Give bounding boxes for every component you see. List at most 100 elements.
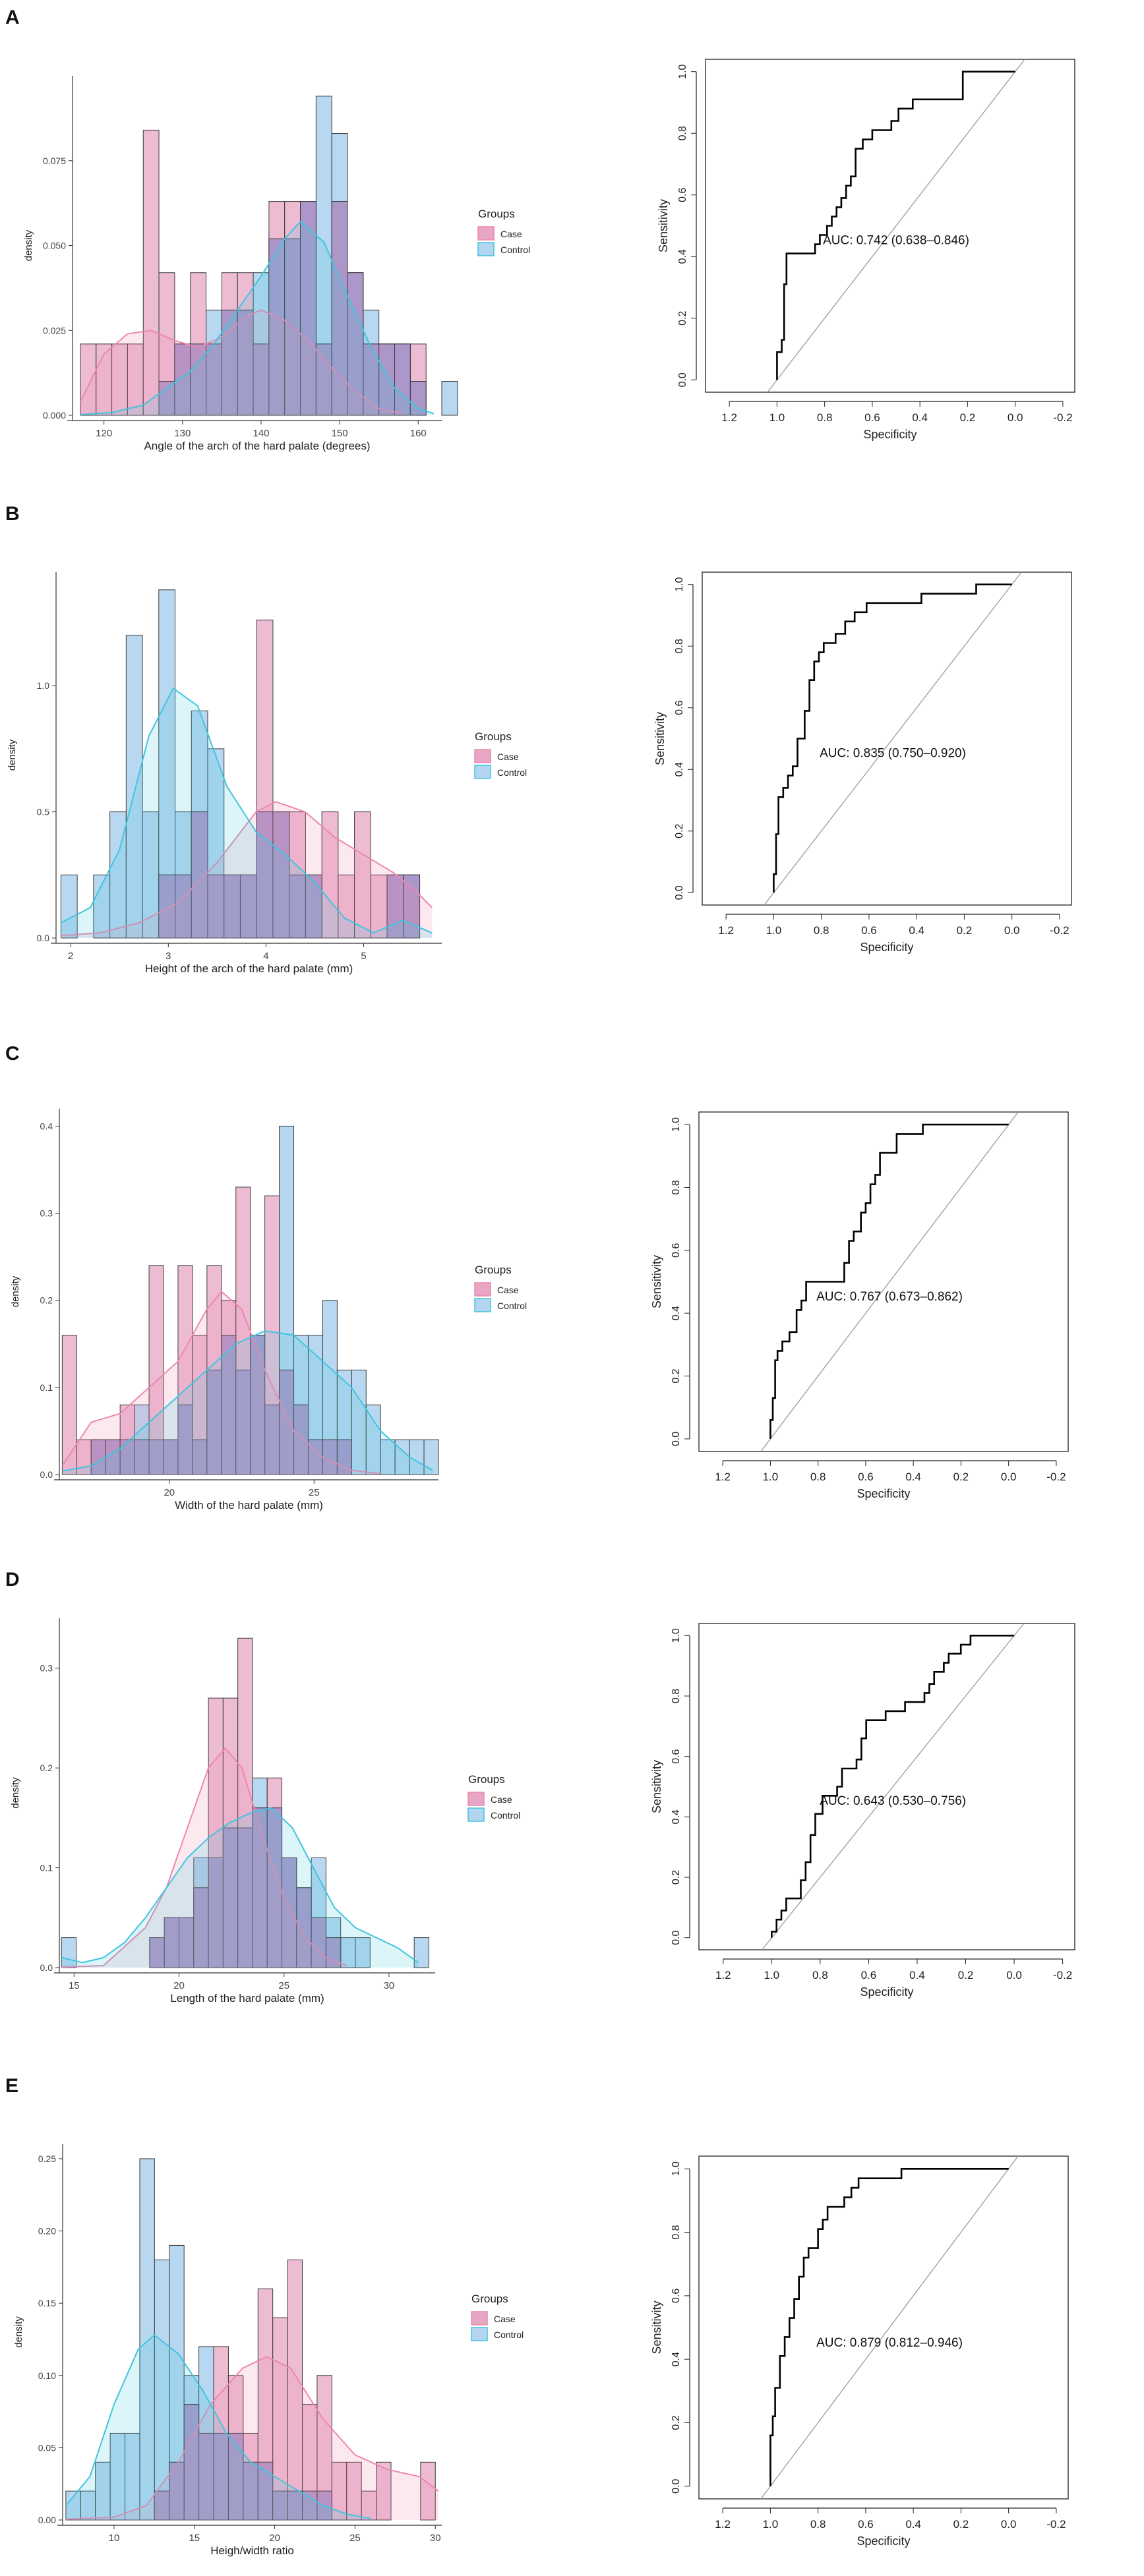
y-tick-label: 1.0 bbox=[674, 577, 685, 591]
x-tick-label: 0.8 bbox=[810, 1471, 826, 1483]
legend-swatch-case bbox=[474, 749, 491, 763]
roc-curve-b: 1.2 1.0 0.8 0.6 0.4 0.2 0.0 -0.2 0.0 0.2 0.4 0.6 0.8… bbox=[653, 571, 1072, 954]
y-axis-title: Sensitivity bbox=[650, 1255, 663, 1308]
control-bar bbox=[60, 874, 78, 939]
control-density-line bbox=[62, 1330, 433, 1472]
x-tick-label: 0.0 bbox=[1001, 2518, 1017, 2531]
y-tick-label: 0.4 bbox=[40, 1121, 53, 1131]
x-tick-label: -0.2 bbox=[1053, 1969, 1072, 1981]
plot-frame bbox=[698, 1623, 1075, 1950]
legend-title: Groups bbox=[471, 2293, 508, 2305]
x-tick-label: 0.6 bbox=[858, 1471, 874, 1483]
control-density-area bbox=[62, 1331, 433, 1475]
x-tick-label: 2 bbox=[68, 951, 73, 962]
x-tick-label: 0.4 bbox=[905, 1471, 921, 1483]
x-tick-label: 30 bbox=[430, 2532, 441, 2544]
panel-a: A 0.000 0.025 0.050 0.075 120 130 140 150 160 Ang… bbox=[0, 7, 1144, 481]
x-axis-title: Angle of the arch of the hard palate (de… bbox=[144, 440, 370, 452]
x-tick-label: 1.2 bbox=[715, 1969, 731, 1981]
legend-swatch-control bbox=[477, 242, 495, 256]
reference-diagonal bbox=[762, 1623, 1025, 1950]
x-tick-label: 1.2 bbox=[718, 924, 734, 937]
legend-label-control: Control bbox=[494, 2329, 524, 2340]
x-tick-label: 15 bbox=[69, 1980, 80, 1991]
case-density-line bbox=[61, 801, 433, 937]
reference-diagonal bbox=[764, 571, 1022, 906]
y-tick-label: 0.3 bbox=[40, 1208, 53, 1219]
x-tick-label: 1.0 bbox=[763, 2518, 779, 2531]
overlap-bar bbox=[175, 874, 192, 939]
x-tick-label: 120 bbox=[96, 428, 112, 439]
legend-swatch-control bbox=[471, 2327, 488, 2341]
y-tick-label: 0.25 bbox=[38, 2153, 56, 2164]
roc-curve-line bbox=[769, 1123, 1009, 1439]
legend-label-case: Case bbox=[491, 1794, 512, 1805]
x-tick-label: 4 bbox=[263, 951, 268, 962]
x-tick-label: 0.4 bbox=[905, 2518, 921, 2531]
y-tick-label: 0.0 bbox=[671, 2479, 682, 2494]
y-tick-label: 0.4 bbox=[671, 1809, 682, 1824]
legend-label-case: Case bbox=[497, 1285, 519, 1295]
case-bar bbox=[376, 2461, 392, 2521]
x-tick-label: 0.6 bbox=[858, 2518, 874, 2531]
x-tick-label: 0.2 bbox=[957, 924, 973, 937]
x-tick-label: 1.2 bbox=[715, 2518, 731, 2531]
control-density-area bbox=[65, 2335, 371, 2520]
x-tick-label: 5 bbox=[361, 951, 366, 962]
y-tick-label: 0.4 bbox=[677, 249, 688, 264]
panel-letter: B bbox=[5, 503, 20, 525]
case-density-area bbox=[61, 802, 433, 938]
y-tick-label: 0.000 bbox=[43, 410, 66, 421]
y-tick-label: 0.00 bbox=[38, 2515, 56, 2525]
density-histogram-a: 0.000 0.025 0.050 0.075 120 130 140 150 160 Angle… bbox=[23, 76, 530, 452]
panel-c: C 0.0 0.1 0.2 0.3 0.4 20 25 Width of the hard p… bbox=[0, 1043, 1144, 1544]
y-tick-label: 0.6 bbox=[671, 1749, 682, 1763]
y-tick-label: 0.2 bbox=[671, 2415, 682, 2430]
auc-label: AUC: 0.835 (0.750–0.920) bbox=[820, 747, 966, 761]
plot-frame bbox=[698, 1111, 1069, 1452]
panel-letter: A bbox=[5, 7, 20, 28]
roc-curve-line bbox=[771, 1635, 1015, 1938]
y-tick-label: 0.0 bbox=[671, 1930, 682, 1945]
x-axis-title: Length of the hard palate (mm) bbox=[170, 1992, 324, 2005]
x-tick-label: 0.4 bbox=[912, 411, 928, 424]
x-tick-label: 0.2 bbox=[953, 1471, 969, 1483]
y-tick-label: 0.0 bbox=[37, 933, 50, 943]
y-tick-label: 0.4 bbox=[674, 762, 685, 776]
legend-swatch-control bbox=[474, 765, 491, 779]
control-bar bbox=[423, 1439, 439, 1475]
y-tick-label: 0.025 bbox=[43, 325, 66, 336]
legend-label-case: Case bbox=[494, 2314, 516, 2324]
plot-frame bbox=[698, 2155, 1069, 2500]
y-tick-label: 0.050 bbox=[43, 241, 66, 251]
x-axis-title: Specificity bbox=[860, 941, 913, 954]
x-tick-label: 0.8 bbox=[812, 1969, 828, 1981]
y-tick-label: 0.075 bbox=[43, 156, 66, 166]
legend-swatch-control bbox=[474, 1298, 491, 1312]
x-tick-label: 15 bbox=[189, 2532, 200, 2544]
y-axis-title: Sensitivity bbox=[657, 199, 670, 252]
x-tick-label: 0.4 bbox=[909, 924, 924, 937]
y-tick-label: 0.4 bbox=[671, 2352, 682, 2366]
y-tick-label: 0.4 bbox=[671, 1306, 682, 1320]
roc-curve-line bbox=[769, 2168, 1009, 2486]
y-tick-label: 0.2 bbox=[671, 1870, 682, 1885]
control-bar bbox=[355, 1937, 371, 1968]
legend-label-control: Control bbox=[497, 767, 527, 778]
y-axis-title: density bbox=[7, 739, 18, 771]
roc-curve-c: 1.2 1.0 0.8 0.6 0.4 0.2 0.0 -0.2 0.0 0.2 0.4 0.6 0.8… bbox=[650, 1111, 1069, 1500]
legend-label-control: Control bbox=[497, 1301, 527, 1311]
legend-label-case: Case bbox=[500, 229, 522, 239]
case-bar bbox=[338, 874, 355, 939]
y-tick-label: 0.2 bbox=[40, 1295, 53, 1306]
control-bar bbox=[441, 381, 458, 416]
x-tick-label: 25 bbox=[278, 1980, 289, 1991]
control-density-area bbox=[61, 1807, 419, 1968]
overlap-bar bbox=[289, 874, 306, 939]
y-axis-title: density bbox=[10, 1275, 21, 1307]
case-bar bbox=[420, 2461, 436, 2521]
y-tick-label: 1.0 bbox=[671, 2161, 682, 2176]
y-axis-title: density bbox=[23, 229, 34, 261]
y-tick-label: 0.0 bbox=[677, 372, 688, 387]
x-tick-label: 1.2 bbox=[721, 411, 737, 424]
